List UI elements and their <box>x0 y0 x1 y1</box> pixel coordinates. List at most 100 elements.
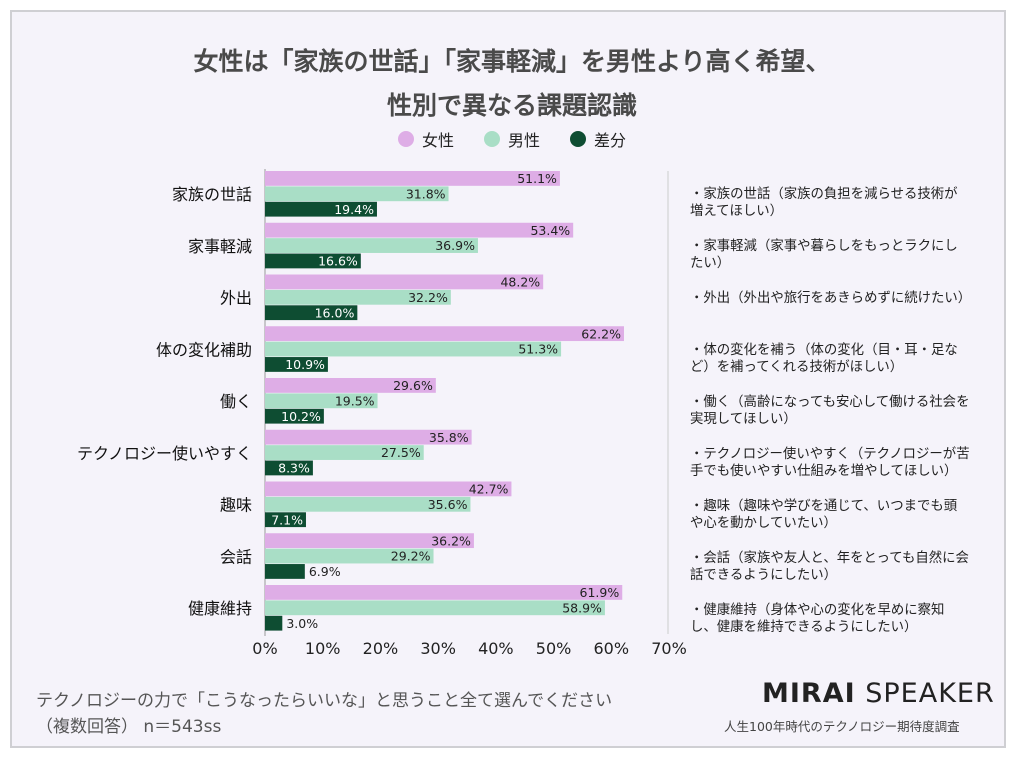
brand-logo: MIRAI SPEAKER <box>762 678 995 709</box>
brand-bold: MIRAI <box>762 678 856 709</box>
bar-diff <box>265 201 377 217</box>
x-tick-label: 50% <box>536 639 572 658</box>
bar-male <box>265 600 605 616</box>
bar-male <box>265 341 562 357</box>
category-label: 健康維持 <box>188 599 252 618</box>
brand-light: SPEAKER <box>865 678 995 709</box>
data-label: 61.9% <box>580 585 620 600</box>
data-label: 36.9% <box>435 238 475 253</box>
note-item: ・家族の世話（家族の負担を減らせる技術が増えてほしい） <box>690 187 958 219</box>
data-label: 42.7% <box>469 482 509 497</box>
data-label: 27.5% <box>381 445 421 460</box>
bar-diff <box>265 564 305 579</box>
bar-male <box>265 548 434 564</box>
bar-diff <box>265 460 313 476</box>
bar-diff <box>265 253 361 269</box>
x-tick-label: 40% <box>478 639 514 658</box>
data-label: 10.9% <box>285 357 325 372</box>
data-label: 31.8% <box>406 186 446 201</box>
data-label: 8.3% <box>278 461 310 476</box>
bar-female <box>265 585 623 600</box>
bar-diff <box>265 512 306 528</box>
data-label: 3.0% <box>286 616 318 631</box>
note-item: ・健康維持（身体や心の変化を早めに察知し、健康を維持できるようにしたい） <box>690 603 945 635</box>
bar-male <box>265 289 451 305</box>
x-tick-label: 30% <box>420 639 456 658</box>
data-label: 32.2% <box>408 290 448 305</box>
bar-female <box>265 533 474 549</box>
bar-female <box>265 274 544 290</box>
data-label: 6.9% <box>309 564 341 579</box>
legend-diff-label: 差分 <box>594 131 627 150</box>
category-label: 会話 <box>220 547 252 566</box>
note-item: ・家事軽減（家事や暮らしをもっとラクにしたい） <box>690 239 958 271</box>
note-item: ・趣味（趣味や学びを通じて、いつまでも頭や心を動かしていたい） <box>690 499 958 531</box>
data-label: 29.2% <box>391 549 431 564</box>
question-text: テクノロジーの力で「こうなったらいいな」と思うこと全て選んでください <box>36 691 613 711</box>
bar-diff <box>265 615 283 631</box>
legend-female-label: 女性 <box>421 131 454 150</box>
legend-male: 男性 <box>483 127 540 151</box>
data-label: 53.4% <box>530 223 570 238</box>
bar-male <box>265 496 471 512</box>
x-tick-label: 20% <box>363 639 399 658</box>
survey-name: 人生100年時代のテクノロジー期待度調査 <box>724 719 960 734</box>
bar-male <box>265 393 378 409</box>
data-label: 19.4% <box>334 202 374 217</box>
sample-text: （複数回答） n＝543ss <box>36 717 222 737</box>
chart-title-line1: 女性は「家族の世話」「家事軽減」を男性より高く希望、 <box>193 47 831 76</box>
legend-diff-swatch <box>570 131 586 147</box>
bar-male <box>265 445 424 460</box>
data-label: 58.9% <box>562 600 602 615</box>
data-label: 51.3% <box>518 342 558 357</box>
note-item: ・会話（家族や友人と、年をとっても自然に会話できるようにしたい） <box>690 551 969 583</box>
bar-female <box>265 481 512 497</box>
category-label: 趣味 <box>220 496 252 515</box>
note-item: ・テクノロジー使いやすく（テクノロジーが苦手でも使いやすい仕組みを増やしてほしい… <box>690 447 970 479</box>
bar-male <box>265 238 478 253</box>
x-tick-label: 60% <box>594 639 630 658</box>
bar-diff <box>265 305 358 321</box>
note-item: ・外出（外出や旅行をあきらめずに続けたい） <box>690 291 972 306</box>
x-tick-label: 0% <box>252 639 277 658</box>
data-label: 7.1% <box>271 512 303 527</box>
legend: 女性 男性 差分 <box>0 127 1024 151</box>
notes-list: ・家族の世話（家族の負担を減らせる技術が増えてほしい） ・家事軽減（家事や暮らし… <box>690 186 972 654</box>
data-label: 29.6% <box>393 378 433 393</box>
data-label: 62.2% <box>581 326 621 341</box>
legend-female: 女性 <box>397 127 454 151</box>
category-label: 働く <box>220 392 252 411</box>
chart-title-line2: 性別で異なる課題認識 <box>386 91 637 120</box>
data-label: 36.2% <box>431 533 471 548</box>
bar-male <box>265 186 449 202</box>
x-tick-label: 10% <box>305 639 341 658</box>
data-label: 35.8% <box>429 430 469 445</box>
category-label: 家族の世話 <box>172 185 252 204</box>
legend-male-swatch <box>483 131 500 147</box>
legend-male-label: 男性 <box>507 131 540 150</box>
x-tick-label: 70% <box>651 639 687 658</box>
category-label: 家事軽減 <box>188 237 252 256</box>
data-label: 35.6% <box>428 497 468 512</box>
category-label: 外出 <box>220 289 252 308</box>
data-label: 19.5% <box>335 393 375 408</box>
data-label: 16.0% <box>315 305 355 320</box>
legend-female-swatch <box>397 131 414 147</box>
data-label: 51.1% <box>517 171 557 186</box>
bar-female <box>265 378 436 393</box>
data-label: 48.2% <box>500 275 540 290</box>
category-label: 体の変化補助 <box>156 340 252 359</box>
bar-female <box>265 326 624 342</box>
data-label: 10.2% <box>281 409 321 424</box>
card <box>10 10 1006 748</box>
bar-female <box>265 222 574 238</box>
note-item: ・体の変化を補う（体の変化（目・耳・足など）を補ってくれる技術がほしい） <box>690 343 958 375</box>
note-item: ・働く（高齢になっても安心して働ける社会を実現してほしい） <box>690 395 970 427</box>
category-label: テクノロジー使いやすく <box>77 444 252 463</box>
legend-diff: 差分 <box>570 127 626 151</box>
bar-female <box>265 429 472 445</box>
bar-diff <box>265 408 324 424</box>
bar-diff <box>265 357 328 372</box>
bar-female <box>265 171 560 186</box>
